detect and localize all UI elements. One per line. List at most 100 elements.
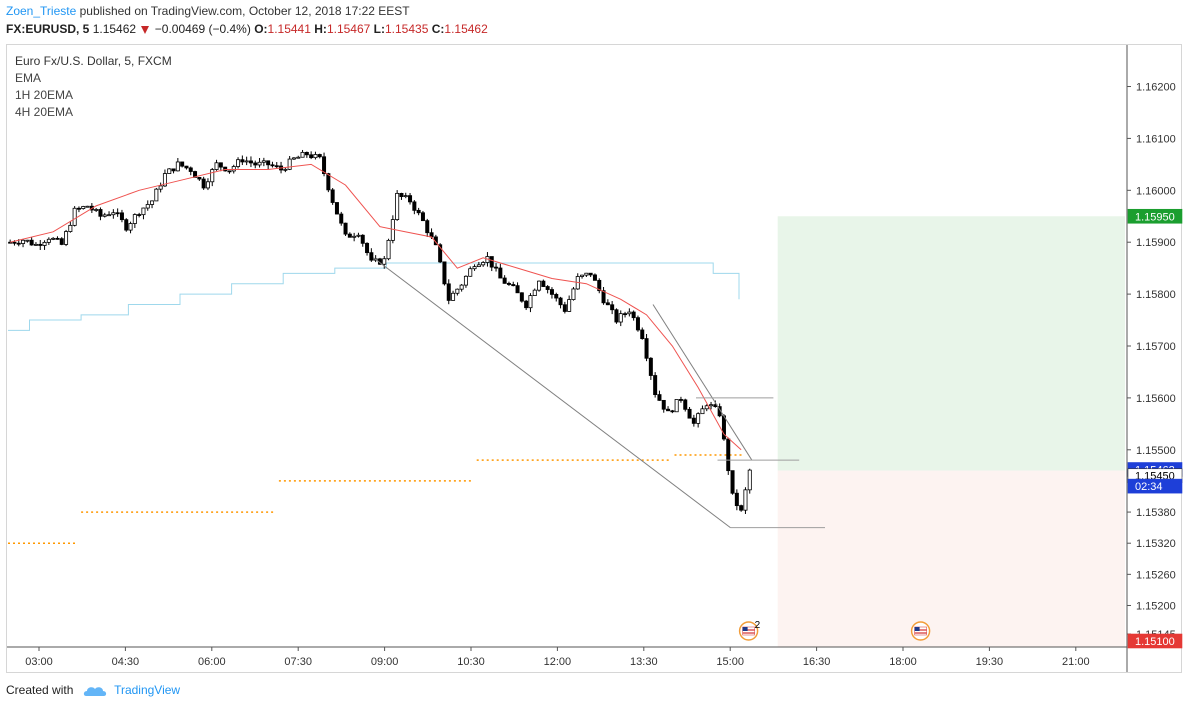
candle-body-108 bbox=[472, 266, 477, 270]
flag-canton-1 bbox=[914, 627, 920, 631]
legend-item-ema[interactable]: EMA bbox=[15, 71, 42, 85]
x-tick-label-1: 04:30 bbox=[112, 656, 140, 668]
candle-body-88 bbox=[386, 239, 391, 260]
candle-body-32 bbox=[145, 204, 150, 209]
down-triangle-icon bbox=[141, 25, 150, 34]
candle-body-154 bbox=[670, 410, 675, 413]
stop-zone bbox=[777, 470, 1125, 647]
candle-body-27 bbox=[124, 219, 129, 231]
high-label: H: bbox=[314, 22, 327, 36]
publish-header: Zoen_Trieste published on TradingView.co… bbox=[0, 0, 1188, 40]
candle-body-50 bbox=[223, 166, 228, 172]
last-price: 1.15462 bbox=[92, 22, 137, 36]
price-tag-bg-3 bbox=[1127, 478, 1183, 494]
candle-body-106 bbox=[463, 275, 468, 286]
candle-body-104 bbox=[455, 288, 460, 294]
candle-body-47 bbox=[210, 169, 215, 183]
candle-body-141 bbox=[614, 309, 619, 323]
symbol-label: FX:EURUSD, 5 bbox=[6, 22, 90, 36]
y-tick-label-11: 1.15200 bbox=[1136, 600, 1176, 612]
candle-body-35 bbox=[158, 185, 163, 190]
candle-body-75 bbox=[330, 189, 335, 203]
chart-frame bbox=[6, 44, 1182, 673]
change-value: −0.00469 (−0.4%) bbox=[154, 22, 251, 36]
candle-body-92 bbox=[403, 195, 408, 198]
candle-body-90 bbox=[395, 192, 400, 220]
candle-body-45 bbox=[201, 178, 206, 189]
candle-body-14 bbox=[68, 224, 73, 232]
candle-body-36 bbox=[162, 173, 167, 187]
target-zone bbox=[777, 216, 1125, 471]
candle-body-103 bbox=[451, 292, 456, 301]
x-tick-label-7: 13:30 bbox=[630, 656, 658, 668]
y-tick-label-7: 1.15500 bbox=[1136, 445, 1176, 457]
candle-body-3 bbox=[21, 239, 26, 244]
candle-body-100 bbox=[438, 244, 443, 263]
candle-body-16 bbox=[76, 207, 81, 210]
price-tag-bg-4 bbox=[1127, 633, 1183, 649]
candle-body-40 bbox=[180, 161, 185, 167]
candle-body-102 bbox=[446, 283, 451, 301]
candle-body-81 bbox=[356, 234, 361, 237]
y-tick-label-8: 1.15380 bbox=[1136, 507, 1176, 519]
candle-body-91 bbox=[399, 192, 404, 198]
candle-body-37 bbox=[167, 168, 172, 174]
candle-body-130 bbox=[567, 299, 572, 312]
candle-body-43 bbox=[193, 171, 198, 178]
candle-body-156 bbox=[678, 399, 683, 401]
candle-body-1 bbox=[12, 241, 17, 244]
candle-body-129 bbox=[562, 304, 567, 312]
tradingview-link[interactable]: TradingView bbox=[114, 683, 181, 697]
legend-title: Euro Fx/U.S. Dollar, 5, FXCM bbox=[15, 54, 172, 68]
candle-body-8 bbox=[42, 241, 47, 246]
candle-body-118 bbox=[515, 285, 520, 294]
candle-body-80 bbox=[352, 235, 357, 238]
candle-body-101 bbox=[442, 261, 447, 285]
candle-body-15 bbox=[72, 207, 77, 226]
candle-body-39 bbox=[175, 161, 180, 172]
candle-body-38 bbox=[171, 168, 176, 172]
price-tag-label-4: 1.15100 bbox=[1135, 636, 1175, 648]
author-link[interactable]: Zoen_Trieste bbox=[6, 4, 77, 18]
candle-body-64 bbox=[283, 168, 288, 171]
candle-body-162 bbox=[704, 405, 709, 410]
candle-body-46 bbox=[205, 181, 210, 189]
legend-item-4h-ema[interactable]: 4H 20EMA bbox=[15, 105, 74, 119]
candle-body-137 bbox=[597, 279, 602, 292]
candle-body-53 bbox=[236, 159, 241, 167]
open-label: O: bbox=[254, 22, 268, 36]
candle-body-12 bbox=[59, 238, 64, 245]
tradingview-cloud-icon bbox=[83, 687, 106, 696]
candle-body-107 bbox=[468, 268, 473, 277]
candle-body-169 bbox=[734, 492, 739, 507]
candle-body-78 bbox=[343, 222, 348, 235]
candle-body-168 bbox=[730, 470, 735, 494]
candle-body-73 bbox=[322, 156, 327, 175]
candle-body-143 bbox=[623, 313, 628, 316]
x-tick-label-9: 16:30 bbox=[803, 656, 831, 668]
ema-line bbox=[10, 163, 742, 451]
candle-body-110 bbox=[481, 262, 486, 266]
ema-4h-line bbox=[8, 262, 740, 331]
publish-line: Zoen_Trieste published on TradingView.co… bbox=[6, 4, 410, 18]
candle-body-147 bbox=[640, 329, 645, 339]
candle-body-161 bbox=[700, 408, 705, 415]
candle-body-18 bbox=[85, 205, 90, 208]
chart-legend: Euro Fx/U.S. Dollar, 5, FXCM EMA 1H 20EM… bbox=[15, 53, 172, 121]
ema-path bbox=[10, 163, 742, 451]
candle-body-115 bbox=[502, 277, 507, 284]
candle-body-146 bbox=[635, 317, 640, 331]
x-tick-label-2: 06:00 bbox=[198, 656, 226, 668]
position-zones bbox=[777, 216, 1125, 647]
legend-item-1h-ema[interactable]: 1H 20EMA bbox=[15, 88, 74, 102]
candle-body-56 bbox=[248, 160, 253, 164]
candle-body-58 bbox=[257, 161, 262, 166]
y-tick-label-4: 1.15800 bbox=[1136, 289, 1176, 301]
candle-body-150 bbox=[653, 375, 658, 395]
x-tick-label-3: 07:30 bbox=[284, 656, 312, 668]
candle-body-25 bbox=[115, 212, 120, 215]
candle-body-158 bbox=[687, 408, 692, 419]
candle-body-133 bbox=[580, 274, 585, 277]
